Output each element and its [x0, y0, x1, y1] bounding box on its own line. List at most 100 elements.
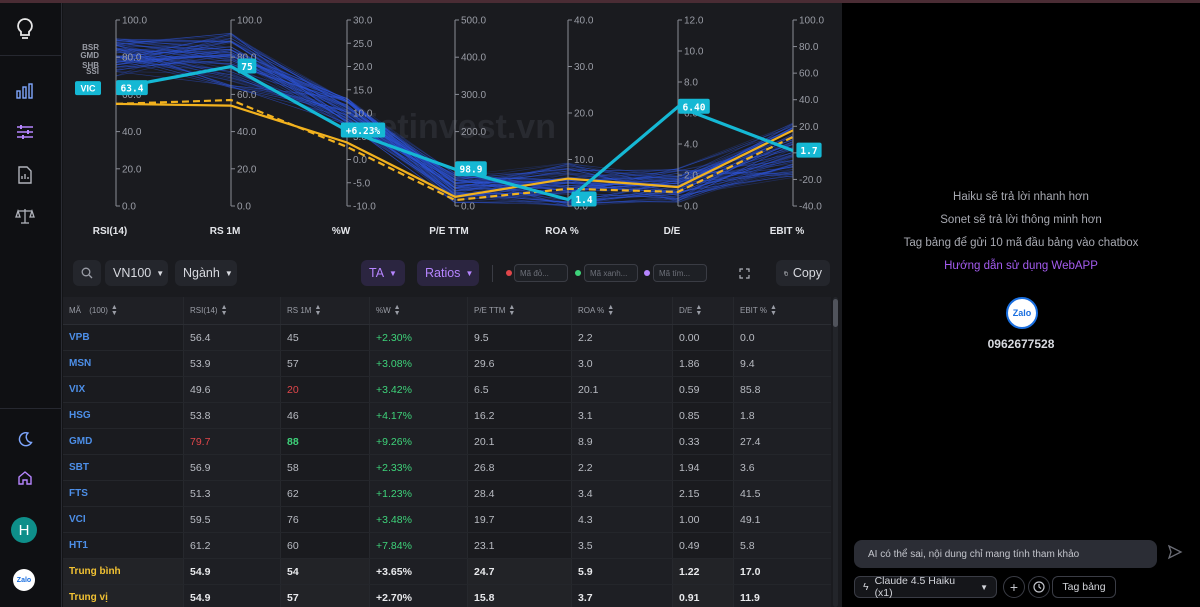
plus-icon: +: [1009, 579, 1019, 595]
report-icon[interactable]: [13, 163, 37, 187]
axis-label: %W: [332, 226, 351, 237]
avatar[interactable]: H: [11, 517, 37, 543]
cell-roa: 5.9: [572, 559, 673, 584]
column-header-code[interactable]: MÃ (100) ▲ ▼: [63, 297, 184, 324]
cell-code[interactable]: VPB: [63, 325, 184, 350]
cell-rsi: 56.9: [184, 455, 281, 480]
tick-label: 0.0: [122, 202, 136, 213]
table-row[interactable]: VPB 56.4 45 +2.30% 9.5 2.2 0.00 0.0: [63, 325, 831, 351]
tick-label: 0.0: [574, 202, 588, 213]
table-row[interactable]: VCI 59.5 76 +3.48% 19.7 4.3 1.00 49.1: [63, 507, 831, 533]
cell-w: +4.17%: [370, 403, 468, 428]
tick-label: 0.0: [684, 202, 698, 213]
cell-roa: 8.9: [572, 429, 673, 454]
axis-label: EBIT %: [770, 226, 805, 237]
index-select[interactable]: VN100 ▼: [105, 260, 168, 286]
phone-number: 0962677528: [987, 337, 1055, 351]
tick-label: 60.0: [122, 90, 142, 101]
guide-link[interactable]: Hướng dẫn sử dụng WebAPP: [944, 260, 1098, 272]
cell-code[interactable]: Trung bình: [63, 559, 184, 584]
add-button[interactable]: +: [1003, 576, 1025, 598]
copy-button[interactable]: Copy: [776, 260, 830, 286]
tick-label: 12.0: [684, 16, 704, 27]
tick-label: 15.0: [353, 85, 373, 96]
chat-panel: Haiku sẽ trả lời nhanh hơn Sonet sẽ trả …: [842, 3, 1200, 607]
tick-label: 60.0: [237, 90, 257, 101]
model-select[interactable]: ϟ Claude 4.5 Haiku (x1) ▼: [854, 575, 997, 599]
cell-rs1m: 57: [281, 585, 370, 607]
tick-label: 80.0: [122, 53, 142, 64]
summary-row[interactable]: Trung vị 54.9 57 +2.70% 15.8 3.7 0.91 11.9: [63, 585, 831, 607]
cell-code[interactable]: GMD: [63, 429, 184, 454]
data-label: 63.4: [121, 84, 144, 95]
green-code-input[interactable]: Mã xanh...: [584, 264, 638, 282]
cell-code[interactable]: FTS: [63, 481, 184, 506]
ratios-select[interactable]: Ratios ▼: [417, 260, 479, 286]
table-row[interactable]: GMD 79.7 88 +9.26% 20.1 8.9 0.33 27.4: [63, 429, 831, 455]
ta-select[interactable]: TA ▼: [361, 260, 405, 286]
bolt-icon: ϟ: [863, 581, 869, 593]
data-label-box: [237, 58, 257, 74]
cell-de: 1.86: [673, 351, 734, 376]
table-row[interactable]: FTS 51.3 62 +1.23% 28.4 3.4 2.15 41.5: [63, 481, 831, 507]
cell-ebit: 17.0: [734, 559, 831, 584]
axis-label: ROA %: [545, 226, 579, 237]
cell-rs1m: 76: [281, 507, 370, 532]
tip-sonet: Sonet sẽ trả lời thông minh hơn: [940, 214, 1102, 226]
column-header-rs1m[interactable]: RS 1M ▲ ▼: [281, 297, 370, 324]
chevron-down-icon: ▼: [980, 582, 988, 592]
purple-code-input[interactable]: Mã tím...: [653, 264, 707, 282]
cell-roa: 3.7: [572, 585, 673, 607]
column-header-rsi[interactable]: RSI(14) ▲ ▼: [184, 297, 281, 324]
scale-icon[interactable]: [13, 204, 37, 228]
top-accent-line: [0, 0, 1200, 3]
zalo-icon[interactable]: Zalo: [1006, 297, 1038, 329]
moon-icon[interactable]: [13, 427, 37, 451]
column-header-w[interactable]: %W ▲ ▼: [370, 297, 468, 324]
home-icon[interactable]: [13, 466, 37, 490]
column-header-ebit[interactable]: EBIT % ▲ ▼: [734, 297, 831, 324]
table-row[interactable]: HSG 53.8 46 +4.17% 16.2 3.1 0.85 1.8: [63, 403, 831, 429]
column-header-pe[interactable]: P/E TTM ▲ ▼: [468, 297, 572, 324]
cell-code[interactable]: VCI: [63, 507, 184, 532]
sector-select[interactable]: Ngành ▼: [175, 260, 237, 286]
red-code-input[interactable]: Mã đỏ...: [514, 264, 568, 282]
lightbulb-logo-icon[interactable]: [13, 17, 37, 41]
tick-label: 0.0: [461, 202, 475, 213]
cell-code[interactable]: Trung vị: [63, 585, 184, 607]
send-icon[interactable]: [1167, 544, 1185, 562]
summary-row[interactable]: Trung bình 54.9 54 +3.65% 24.7 5.9 1.22 17.0: [63, 559, 831, 585]
sort-icon: ▲ ▼: [110, 303, 118, 317]
ticker-label: GMD: [80, 51, 99, 60]
cell-pe: 19.7: [468, 507, 572, 532]
tag-table-button[interactable]: Tag bảng: [1052, 576, 1116, 598]
table-scrollbar[interactable]: [833, 297, 838, 607]
cell-pe: 9.5: [468, 325, 572, 350]
zalo-icon[interactable]: Zalo: [13, 569, 35, 591]
cell-rsi: 79.7: [184, 429, 281, 454]
copy-icon: [784, 271, 788, 275]
sliders-icon[interactable]: [13, 120, 37, 144]
cell-de: 2.15: [673, 481, 734, 506]
table-row[interactable]: HT1 61.2 60 +7.84% 23.1 3.5 0.49 5.8: [63, 533, 831, 559]
cell-code[interactable]: HSG: [63, 403, 184, 428]
history-button[interactable]: [1028, 576, 1050, 598]
scrollbar-thumb[interactable]: [833, 299, 838, 327]
table-row[interactable]: SBT 56.9 58 +2.33% 26.8 2.2 1.94 3.6: [63, 455, 831, 481]
expand-button[interactable]: [731, 260, 757, 286]
axis-label: RSI(14): [93, 226, 127, 237]
table-row[interactable]: MSN 53.9 57 +3.08% 29.6 3.0 1.86 9.4: [63, 351, 831, 377]
cell-code[interactable]: SBT: [63, 455, 184, 480]
cell-pe: 23.1: [468, 533, 572, 558]
search-button[interactable]: [73, 260, 101, 286]
cell-code[interactable]: VIX: [63, 377, 184, 402]
cell-code[interactable]: MSN: [63, 351, 184, 376]
column-header-de[interactable]: D/E ▲ ▼: [673, 297, 734, 324]
chat-input[interactable]: AI có thể sai, nội dung chỉ mang tính th…: [854, 540, 1157, 568]
cell-code[interactable]: HT1: [63, 533, 184, 558]
bar-chart-icon[interactable]: [13, 79, 37, 103]
column-header-roa[interactable]: ROA % ▲ ▼: [572, 297, 673, 324]
table-row[interactable]: VIX 49.6 20 +3.42% 6.5 20.1 0.59 85.8: [63, 377, 831, 403]
cell-rs1m: 88: [281, 429, 370, 454]
sort-icon: ▲ ▼: [220, 303, 228, 317]
